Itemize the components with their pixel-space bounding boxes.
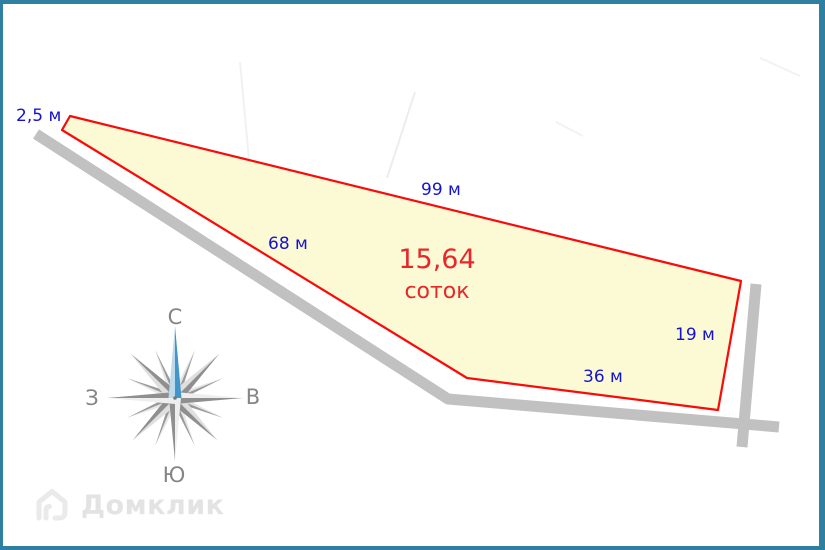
domclick-watermark-text: Домклик bbox=[81, 489, 225, 521]
domclick-house-icon bbox=[36, 489, 68, 521]
faint-boundary-lines bbox=[239, 57, 801, 179]
dimension-label-southwest: 68 м bbox=[268, 234, 308, 254]
compass-center-dot bbox=[173, 396, 177, 400]
dimension-label-northwest: 2,5 м bbox=[16, 106, 62, 126]
compass-west-label: З bbox=[85, 386, 98, 410]
compass-south-label: Ю bbox=[163, 463, 186, 487]
plot-area-label: 15,64 соток bbox=[362, 244, 512, 304]
compass-east-label: В bbox=[246, 385, 260, 409]
plot-area-value: 15,64 bbox=[398, 244, 476, 275]
compass-diagonal-rays bbox=[130, 353, 220, 441]
domclick-watermark: Домклик bbox=[32, 487, 225, 523]
dimension-label-east: 19 м bbox=[675, 325, 715, 345]
compass-cardinal-rays bbox=[107, 392, 243, 461]
dimension-label-south: 36 м bbox=[583, 367, 623, 387]
road-along-west-and-south bbox=[33, 129, 780, 433]
compass-star bbox=[107, 326, 243, 461]
dimension-label-north: 99 м bbox=[421, 180, 461, 200]
compass-rose: С Ю З В bbox=[85, 305, 260, 487]
compass-north-label: С bbox=[168, 305, 183, 329]
compass-north-needle bbox=[168, 326, 182, 398]
road-along-east bbox=[736, 283, 762, 448]
land-plot-polygon bbox=[60, 114, 743, 412]
plot-area-unit: соток bbox=[404, 279, 470, 305]
